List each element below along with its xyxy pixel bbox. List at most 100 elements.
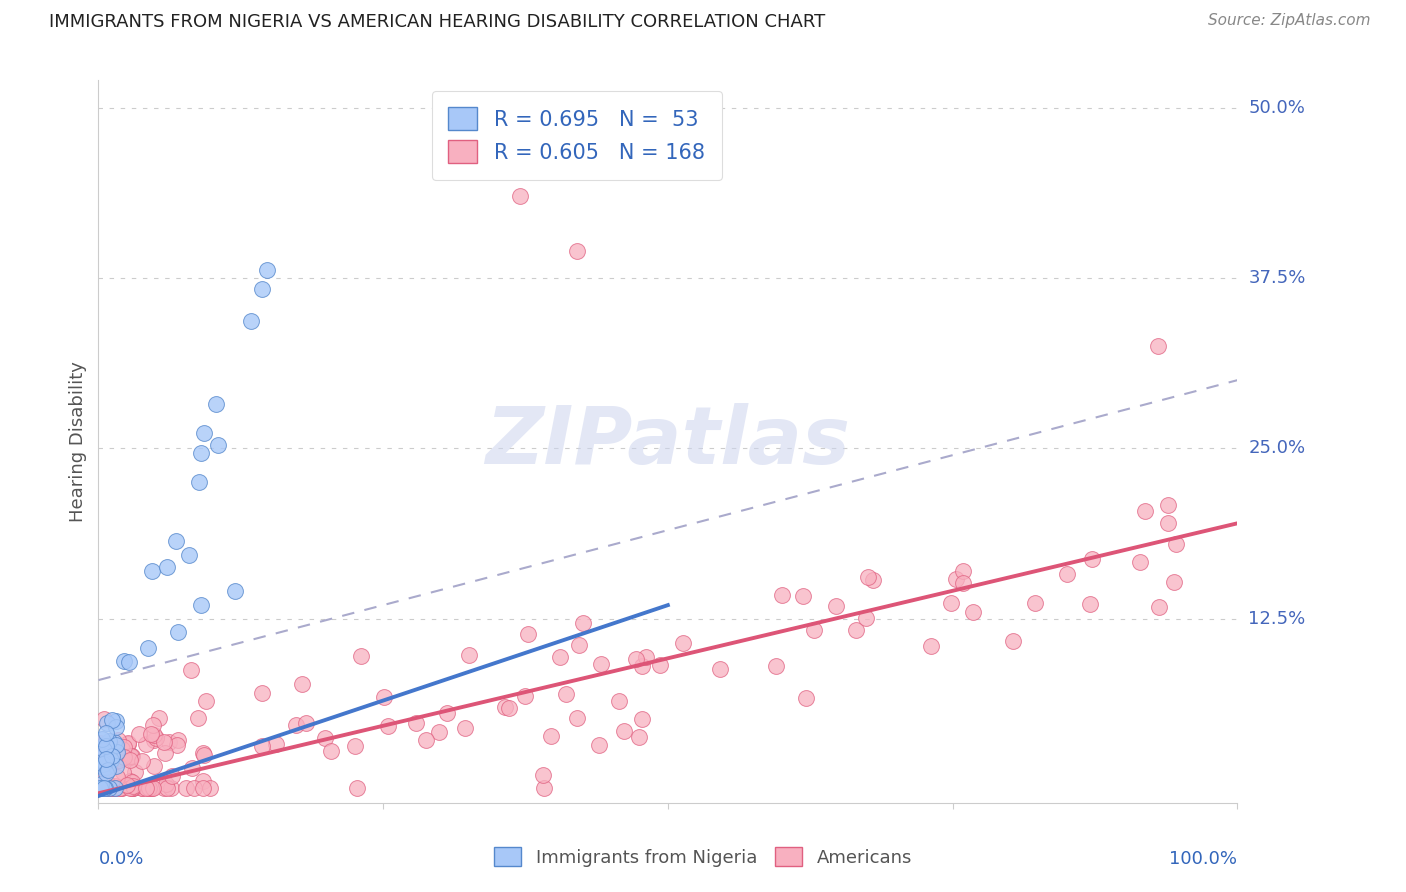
Point xyxy=(1157,498,1180,512)
Point xyxy=(93,747,115,762)
Point xyxy=(120,749,142,764)
Point xyxy=(104,780,127,795)
Point xyxy=(1135,504,1157,518)
Point xyxy=(613,723,636,738)
Point xyxy=(191,780,214,795)
Point xyxy=(568,638,591,652)
Point xyxy=(458,648,481,662)
Point xyxy=(533,780,555,795)
Point xyxy=(179,548,201,562)
Text: ZIPatlas: ZIPatlas xyxy=(485,402,851,481)
Point xyxy=(190,445,212,459)
Point xyxy=(627,731,650,745)
Point xyxy=(96,739,118,753)
Point xyxy=(121,780,143,795)
Point xyxy=(264,737,287,751)
Point xyxy=(862,573,884,587)
Point xyxy=(165,534,187,549)
Point xyxy=(153,746,176,760)
Point xyxy=(89,780,111,795)
Point xyxy=(94,765,117,780)
Point xyxy=(631,712,654,726)
Point xyxy=(427,724,450,739)
Point xyxy=(453,721,475,735)
Point xyxy=(91,780,114,795)
Point xyxy=(94,752,117,766)
Point xyxy=(115,778,138,792)
Point xyxy=(1157,516,1180,531)
Point xyxy=(377,719,399,733)
Point xyxy=(89,736,111,750)
Point xyxy=(101,780,124,795)
Point xyxy=(588,739,610,753)
Point xyxy=(121,780,143,795)
Point xyxy=(190,598,212,612)
Point xyxy=(120,750,142,764)
Point xyxy=(94,780,117,795)
Point xyxy=(93,737,115,751)
Point xyxy=(90,762,112,776)
Point xyxy=(1164,537,1187,551)
Point xyxy=(531,767,554,781)
Point xyxy=(94,780,117,795)
Point xyxy=(295,716,318,731)
Point xyxy=(104,759,127,773)
Point xyxy=(650,658,672,673)
Point xyxy=(191,773,214,788)
Point xyxy=(624,651,647,665)
Point xyxy=(160,769,183,783)
Point xyxy=(139,727,162,741)
Point xyxy=(207,438,229,452)
Point xyxy=(187,710,209,724)
Point xyxy=(540,729,562,743)
Y-axis label: Hearing Disability: Hearing Disability xyxy=(69,361,87,522)
Point xyxy=(856,570,879,584)
Point xyxy=(117,736,139,750)
Point xyxy=(107,770,129,784)
Point xyxy=(91,732,114,747)
Point xyxy=(1081,552,1104,566)
Point xyxy=(1146,339,1168,353)
Point xyxy=(97,780,120,795)
Text: 25.0%: 25.0% xyxy=(1249,440,1306,458)
Point xyxy=(110,780,132,795)
Point xyxy=(572,616,595,631)
Point xyxy=(794,690,817,705)
Point xyxy=(555,688,578,702)
Point xyxy=(945,572,967,586)
Point xyxy=(962,605,984,619)
Point xyxy=(160,780,183,795)
Point xyxy=(107,754,129,768)
Text: Source: ZipAtlas.com: Source: ZipAtlas.com xyxy=(1208,13,1371,29)
Point xyxy=(112,654,135,668)
Point xyxy=(94,780,117,795)
Point xyxy=(105,745,128,759)
Point xyxy=(346,780,368,795)
Point xyxy=(94,725,117,739)
Point xyxy=(565,244,588,258)
Text: 0.0%: 0.0% xyxy=(98,850,143,868)
Point xyxy=(96,760,118,774)
Point xyxy=(153,780,176,795)
Point xyxy=(89,780,111,795)
Point xyxy=(765,658,787,673)
Text: 12.5%: 12.5% xyxy=(1249,610,1306,628)
Point xyxy=(513,689,536,703)
Point xyxy=(89,749,111,764)
Point xyxy=(193,747,215,762)
Point xyxy=(350,648,373,663)
Point xyxy=(952,564,974,578)
Point xyxy=(101,780,124,795)
Text: 37.5%: 37.5% xyxy=(1249,269,1306,287)
Point xyxy=(90,753,112,767)
Point xyxy=(100,753,122,767)
Point xyxy=(135,738,157,752)
Point xyxy=(174,780,197,795)
Point xyxy=(124,765,146,780)
Point xyxy=(792,589,814,603)
Point xyxy=(250,282,273,296)
Point xyxy=(110,780,132,795)
Point xyxy=(104,714,127,728)
Point xyxy=(770,588,793,602)
Point xyxy=(344,739,367,753)
